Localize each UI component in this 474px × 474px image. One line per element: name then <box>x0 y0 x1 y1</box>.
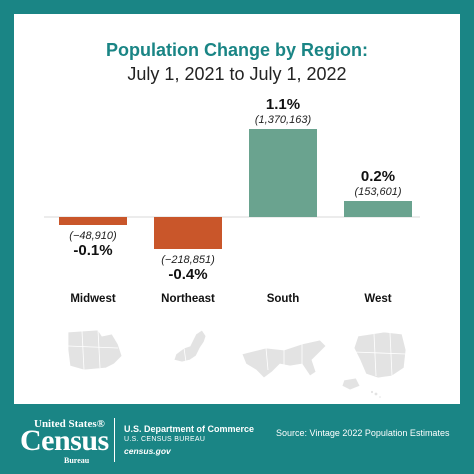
chart-card: Population Change by Region: July 1, 202… <box>14 14 460 404</box>
category-label-midwest: Midwest <box>70 293 116 305</box>
footer-divider <box>114 418 115 462</box>
category-label-south: South <box>267 293 300 305</box>
count-label-west: (153,601) <box>354 186 401 198</box>
percent-label-south: 1.1% <box>266 96 300 113</box>
category-label-west: West <box>364 293 391 305</box>
south-map-icon <box>241 339 327 379</box>
census-logo-main: Census <box>20 424 109 457</box>
percent-label-west: 0.2% <box>361 168 395 185</box>
chart-subtitle: July 1, 2021 to July 1, 2022 <box>127 64 346 84</box>
count-label-midwest: (−48,910) <box>69 230 117 242</box>
source-note: Source: Vintage 2022 Population Estimate… <box>276 428 450 438</box>
bar-midwest <box>59 217 127 225</box>
percent-label-midwest: -0.1% <box>73 242 112 259</box>
website-link[interactable]: census.gov <box>124 446 171 456</box>
count-label-northeast: (−218,851) <box>161 254 215 266</box>
chart: Population Change by Region: July 1, 202… <box>44 40 420 399</box>
midwest-map-icon <box>67 329 123 371</box>
bureau-label: U.S. CENSUS BUREAU <box>124 436 206 443</box>
department-label: U.S. Department of Commerce <box>124 424 255 434</box>
bar-south <box>249 129 317 217</box>
bar-northeast <box>154 217 222 249</box>
footer: United States® Census Bureau U.S. Depart… <box>0 404 474 474</box>
count-label-south: (1,370,163) <box>255 114 312 126</box>
percent-label-northeast: -0.4% <box>168 266 207 283</box>
bars-group <box>59 129 412 249</box>
category-label-northeast: Northeast <box>161 293 215 305</box>
census-logo-bottom: Bureau <box>64 456 90 465</box>
west-map-icon <box>341 331 407 399</box>
chart-title: Population Change by Region: <box>106 40 368 60</box>
labels-group: -0.1%(−48,910) Midwest -0.4%(−218,851) Nort… <box>69 96 402 305</box>
northeast-map-icon <box>173 329 207 363</box>
census-logo-top: United States® <box>34 418 105 430</box>
bar-west <box>344 201 412 217</box>
